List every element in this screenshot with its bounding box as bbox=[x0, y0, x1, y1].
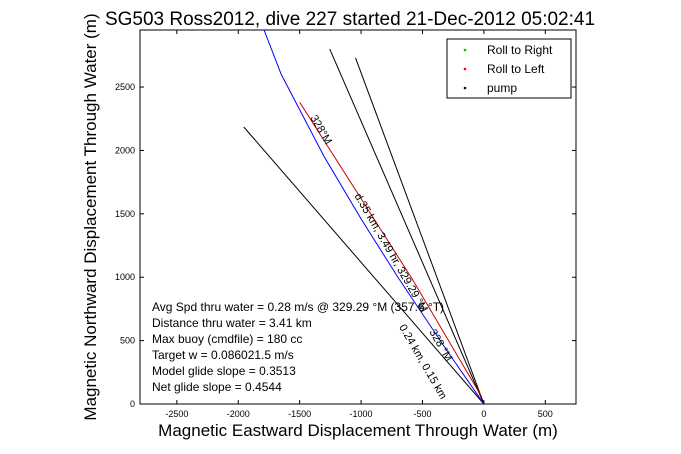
series-line bbox=[263, 29, 485, 405]
legend-label: Roll to Right bbox=[487, 43, 553, 57]
y-tick-label: 0 bbox=[130, 399, 135, 409]
annotation-line: Max buoy (cmdfile) = 180 cc bbox=[152, 332, 302, 346]
annotation-line: Distance thru water = 3.41 km bbox=[152, 316, 312, 330]
y-tick-label: 2500 bbox=[115, 82, 135, 92]
reference-line bbox=[243, 126, 485, 405]
legend-marker bbox=[463, 67, 467, 71]
legend-box bbox=[446, 38, 572, 99]
legend: Roll to Right Roll to Left pump bbox=[446, 38, 572, 99]
annotation-block: Avg Spd thru water = 0.28 m/s @ 329.29 °… bbox=[152, 300, 444, 394]
y-axis-label: Magnetic Northward Displacement Through … bbox=[81, 13, 100, 420]
annotation-line: Net glide slope = 0.4544 bbox=[152, 380, 282, 394]
x-tick-label: -500 bbox=[413, 409, 431, 419]
annotation-line: Model glide slope = 0.3513 bbox=[152, 364, 296, 378]
y-axis-ticks: 0 500 1000 1500 2000 2500 bbox=[115, 82, 576, 409]
legend-marker bbox=[463, 48, 467, 52]
x-tick-label: -1000 bbox=[350, 409, 373, 419]
legend-marker bbox=[463, 86, 467, 90]
y-tick-label: 500 bbox=[120, 336, 135, 346]
annotation-line: Avg Spd thru water = 0.28 m/s @ 329.29 °… bbox=[152, 300, 444, 314]
series-line bbox=[299, 101, 482, 397]
y-tick-label: 1500 bbox=[115, 209, 135, 219]
series-lines bbox=[263, 29, 485, 405]
reference-lines bbox=[243, 48, 485, 405]
x-axis-ticks: -2500 -2000 -1500 -1000 -500 0 500 bbox=[165, 30, 553, 419]
x-axis-label: Magnetic Eastward Displacement Through W… bbox=[158, 421, 558, 440]
legend-label: pump bbox=[487, 81, 517, 95]
y-tick-label: 2000 bbox=[115, 145, 135, 155]
x-tick-label: -1500 bbox=[288, 409, 311, 419]
x-tick-label: -2000 bbox=[227, 409, 250, 419]
x-tick-label: 0 bbox=[481, 409, 486, 419]
reference-line bbox=[329, 48, 485, 405]
legend-label: Roll to Left bbox=[487, 62, 545, 76]
y-tick-label: 1000 bbox=[115, 272, 135, 282]
chart-title: SG503 Ross2012, dive 227 started 21-Dec-… bbox=[105, 9, 595, 30]
reference-line bbox=[355, 57, 485, 405]
x-tick-label: 500 bbox=[538, 409, 553, 419]
x-tick-label: -2500 bbox=[165, 409, 188, 419]
annotation-line: Target w = 0.086021.5 m/s bbox=[152, 348, 294, 362]
